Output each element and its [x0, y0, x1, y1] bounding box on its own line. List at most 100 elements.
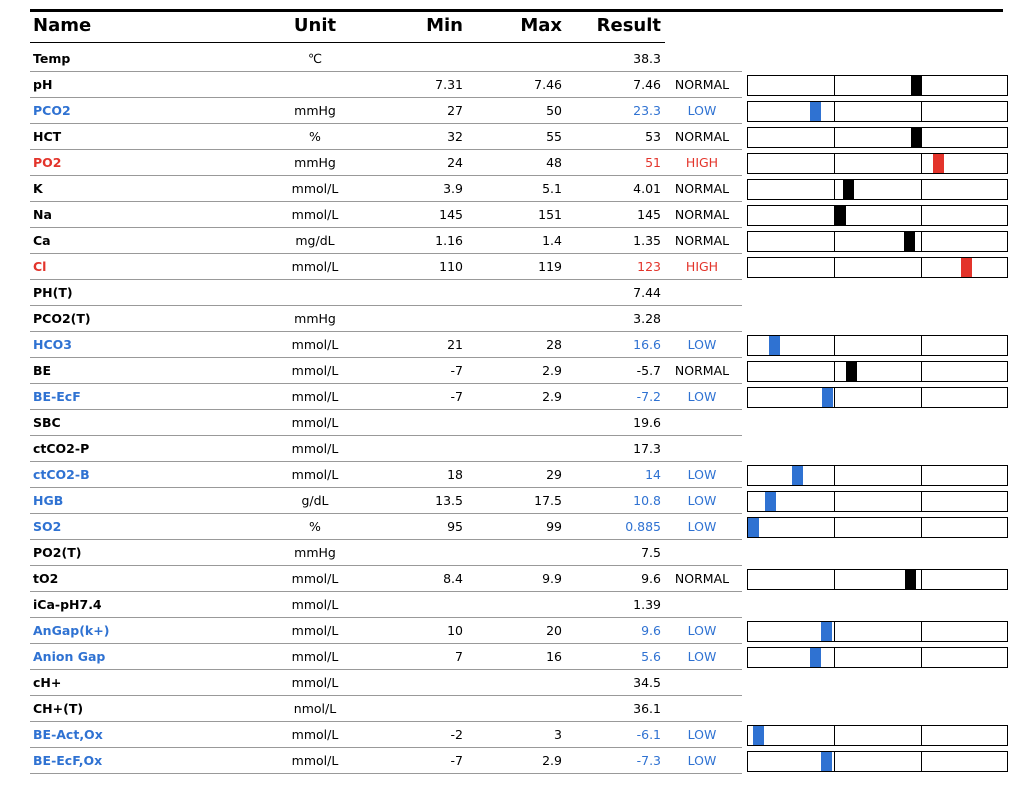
- status: NORMAL: [674, 181, 730, 196]
- cell-name: Cl: [33, 259, 47, 274]
- status: HIGH: [685, 155, 719, 170]
- min-divider: [834, 102, 835, 121]
- cell-min: 27: [447, 103, 463, 118]
- cell-max: 151: [538, 207, 562, 222]
- result-marker: [810, 648, 822, 667]
- max-divider: [921, 492, 922, 511]
- result-marker: [960, 258, 972, 277]
- cell-name: HGB: [33, 493, 64, 508]
- status: NORMAL: [674, 129, 730, 144]
- cell-name: PCO2(T): [33, 311, 91, 326]
- cell-result: 38.3: [633, 51, 661, 66]
- cell-unit: mmol/L: [291, 623, 339, 638]
- cell-unit: mmol/L: [291, 441, 339, 456]
- cell-unit: mmol/L: [291, 727, 339, 742]
- result-marker: [846, 362, 858, 381]
- row-rule: [30, 565, 742, 566]
- cell-result: 19.6: [633, 415, 661, 430]
- row-rule: [30, 305, 742, 306]
- cell-result: 3.28: [633, 311, 661, 326]
- cell-result: -6.1: [636, 727, 661, 742]
- result-marker: [904, 570, 916, 589]
- column-header: Unit: [293, 15, 337, 36]
- cell-name: BE-EcF,Ox: [33, 753, 103, 768]
- min-divider: [834, 154, 835, 173]
- cell-max: 9.9: [542, 571, 562, 586]
- cell-name: ctCO2-B: [33, 467, 90, 482]
- cell-name: pH: [33, 77, 53, 92]
- cell-unit: g/dL: [301, 493, 329, 508]
- row-rule: [30, 175, 742, 176]
- cell-min: 21: [447, 337, 463, 352]
- range-bar: [747, 751, 1008, 772]
- cell-min: 1.16: [435, 233, 463, 248]
- row-rule: [30, 123, 742, 124]
- cell-max: 28: [546, 337, 562, 352]
- cell-unit: %: [309, 129, 321, 144]
- cell-result: -5.7: [636, 363, 661, 378]
- cell-result: 16.6: [633, 337, 661, 352]
- cell-min: -7: [450, 389, 463, 404]
- row-rule: [30, 773, 742, 774]
- result-marker: [752, 726, 764, 745]
- cell-result: 36.1: [633, 701, 661, 716]
- row-rule: [30, 201, 742, 202]
- row-rule: [30, 253, 742, 254]
- min-divider: [834, 518, 835, 537]
- header-rule: [30, 42, 665, 43]
- cell-result: 10.8: [633, 493, 661, 508]
- row-rule: [30, 383, 742, 384]
- status: NORMAL: [674, 207, 730, 222]
- cell-result: 23.3: [633, 103, 661, 118]
- cell-max: 20: [546, 623, 562, 638]
- cell-result: -7.2: [636, 389, 661, 404]
- cell-min: -7: [450, 753, 463, 768]
- status: LOW: [687, 623, 717, 638]
- max-divider: [921, 232, 922, 251]
- min-divider: [834, 336, 835, 355]
- cell-result: 14: [645, 467, 661, 482]
- cell-name: PO2(T): [33, 545, 82, 560]
- cell-unit: mmol/L: [291, 363, 339, 378]
- cell-name: Anion Gap: [33, 649, 106, 664]
- status: LOW: [687, 493, 717, 508]
- cell-max: 48: [546, 155, 562, 170]
- min-divider: [834, 232, 835, 251]
- status: NORMAL: [674, 77, 730, 92]
- cell-name: BE-EcF: [33, 389, 81, 404]
- column-header: Name: [33, 15, 92, 36]
- result-marker: [748, 518, 759, 537]
- min-divider: [834, 726, 835, 745]
- row-rule: [30, 721, 742, 722]
- cell-min: 32: [447, 129, 463, 144]
- cell-name: K: [33, 181, 43, 196]
- range-bar: [747, 231, 1008, 252]
- cell-unit: mmHg: [294, 155, 336, 170]
- max-divider: [921, 726, 922, 745]
- range-bar: [747, 153, 1008, 174]
- row-rule: [30, 643, 742, 644]
- row-rule: [30, 461, 742, 462]
- cell-unit: mmol/L: [291, 181, 339, 196]
- row-rule: [30, 149, 742, 150]
- cell-result: 5.6: [641, 649, 661, 664]
- min-divider: [834, 492, 835, 511]
- range-bar: [747, 465, 1008, 486]
- cell-max: 55: [546, 129, 562, 144]
- cell-max: 99: [546, 519, 562, 534]
- cell-max: 3: [554, 727, 562, 742]
- cell-name: Ca: [33, 233, 51, 248]
- cell-name: SO2: [33, 519, 62, 534]
- cell-name: tO2: [33, 571, 59, 586]
- min-divider: [834, 76, 835, 95]
- cell-unit: mmol/L: [291, 675, 339, 690]
- max-divider: [921, 518, 922, 537]
- top-rule: [30, 9, 1003, 12]
- status: LOW: [687, 467, 717, 482]
- cell-name: Temp: [33, 51, 71, 66]
- cell-name: ctCO2-P: [33, 441, 90, 456]
- row-rule: [30, 279, 742, 280]
- cell-result: 1.39: [633, 597, 661, 612]
- range-bar: [747, 361, 1008, 382]
- result-marker: [932, 154, 944, 173]
